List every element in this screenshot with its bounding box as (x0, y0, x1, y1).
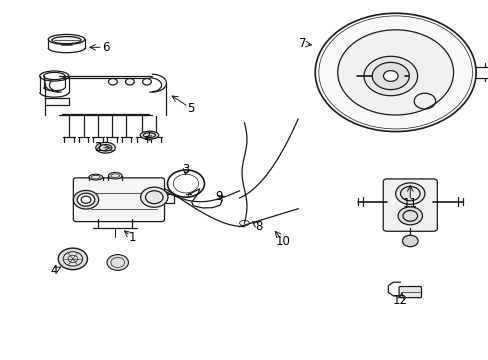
Circle shape (371, 62, 408, 90)
Text: 9: 9 (215, 190, 223, 203)
Circle shape (107, 255, 128, 270)
Text: 11: 11 (402, 197, 417, 210)
Text: 2: 2 (94, 141, 102, 154)
Circle shape (395, 183, 424, 204)
Circle shape (402, 235, 417, 247)
Circle shape (397, 207, 422, 225)
Text: 7: 7 (299, 37, 306, 50)
Ellipse shape (96, 142, 115, 153)
Circle shape (77, 193, 95, 206)
Text: 3: 3 (182, 163, 189, 176)
Circle shape (315, 13, 475, 132)
Ellipse shape (40, 71, 69, 81)
Text: 5: 5 (187, 102, 194, 115)
Circle shape (337, 30, 453, 115)
Circle shape (141, 187, 167, 207)
FancyBboxPatch shape (398, 287, 421, 298)
Text: 4: 4 (50, 264, 58, 277)
Circle shape (383, 71, 397, 81)
Ellipse shape (140, 131, 158, 139)
Circle shape (363, 56, 417, 96)
Text: 2: 2 (143, 130, 150, 144)
Ellipse shape (48, 35, 84, 44)
Circle shape (58, 248, 87, 270)
Text: 10: 10 (276, 235, 290, 248)
Circle shape (73, 190, 99, 209)
Text: 6: 6 (102, 41, 109, 54)
Text: 12: 12 (392, 294, 407, 307)
Ellipse shape (89, 174, 102, 180)
FancyBboxPatch shape (73, 178, 164, 222)
FancyBboxPatch shape (383, 179, 436, 231)
Ellipse shape (108, 172, 122, 179)
Text: 8: 8 (255, 220, 262, 233)
Text: 1: 1 (128, 231, 136, 244)
